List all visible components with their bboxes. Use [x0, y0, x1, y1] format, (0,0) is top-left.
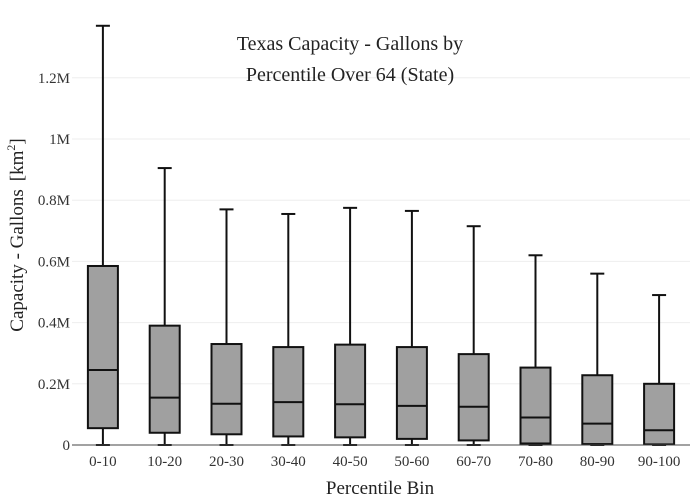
y-tick-label-4: 0.8M	[38, 193, 70, 209]
x-tick-label-9: 90-100	[638, 454, 681, 470]
box-90-100	[643, 294, 676, 446]
box-80-90	[581, 272, 614, 446]
y-axis-title-main: Capacity - Gallons	[7, 189, 28, 331]
iqr-box	[86, 264, 119, 430]
x-tick-label-2: 20-30	[209, 454, 244, 470]
chart-title-line-1: Texas Capacity - Gallons by	[237, 33, 463, 55]
y-axis-title: Capacity - Gallons [km2]	[4, 138, 28, 331]
box-50-60	[395, 209, 428, 446]
iqr-box	[581, 374, 614, 446]
box-series	[86, 24, 676, 446]
x-tick-label-1: 10-20	[147, 454, 182, 470]
x-tick-label-4: 40-50	[333, 454, 368, 470]
chart-title-line-2: Percentile Over 64 (State)	[246, 64, 454, 86]
x-tick-labels: 0-10 10-20 20-30 30-40 40-50 50-60 60-70 70-80 8…	[89, 454, 680, 470]
iqr-box	[457, 353, 490, 442]
x-tick-label-5: 50-60	[394, 454, 429, 470]
y-tick-label-3: 0.6M	[38, 254, 70, 270]
x-tick-label-0: 0-10	[89, 454, 117, 470]
x-axis-title: Percentile Bin	[326, 478, 435, 499]
iqr-box	[334, 343, 367, 439]
x-tick-label-7: 70-80	[518, 454, 553, 470]
iqr-box	[210, 343, 243, 436]
x-tick-label-3: 30-40	[271, 454, 306, 470]
y-tick-label-6: 1.2M	[38, 71, 70, 87]
box-10-20	[148, 167, 181, 446]
y-tick-label-2: 0.4M	[38, 316, 70, 332]
y-axis-title-sup: 2	[4, 145, 18, 151]
y-tick-label-0: 0	[63, 438, 71, 454]
x-tick-label-6: 60-70	[456, 454, 491, 470]
y-tick-labels: 0 0.2M 0.4M 0.6M 0.8M 1M 1.2M	[38, 71, 70, 454]
y-tick-label-1: 0.2M	[38, 377, 70, 393]
box-70-80	[519, 254, 552, 446]
iqr-box	[395, 346, 428, 440]
iqr-box	[272, 346, 305, 438]
box-30-40	[272, 212, 305, 446]
x-tick-label-8: 80-90	[580, 454, 615, 470]
iqr-box	[643, 382, 676, 446]
box-20-30	[210, 208, 243, 446]
box-0-10	[86, 24, 119, 446]
y-axis-title-unit: [km	[7, 150, 28, 181]
iqr-box	[519, 366, 552, 445]
box-60-70	[457, 225, 490, 446]
box-40-50	[334, 206, 367, 446]
iqr-box	[148, 324, 181, 434]
y-axis-title-close: ]	[7, 138, 28, 144]
y-tick-label-5: 1M	[49, 132, 70, 148]
